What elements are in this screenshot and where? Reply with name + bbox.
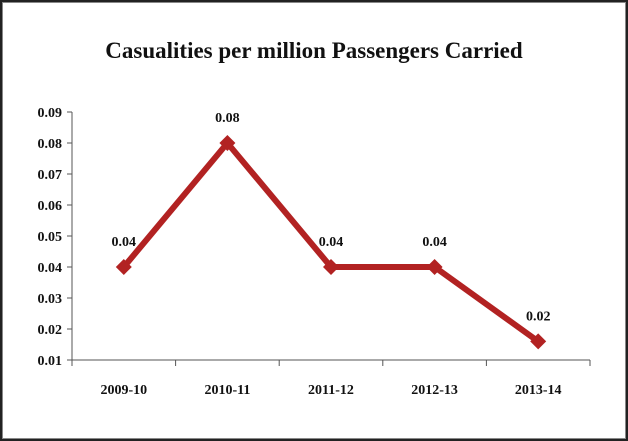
data-point-marker xyxy=(219,135,236,151)
data-label: 0.04 xyxy=(319,235,344,250)
y-tick-label: 0.05 xyxy=(38,230,63,245)
data-labels: 0.04 0.08 0.04 0.04 0.02 xyxy=(112,111,551,324)
x-tick-label: 2012-13 xyxy=(411,383,458,398)
markers xyxy=(115,135,547,350)
data-label: 0.08 xyxy=(215,111,240,126)
y-tick-label: 0.04 xyxy=(38,261,63,276)
data-point-marker xyxy=(426,259,443,275)
x-tick-label: 2013-14 xyxy=(515,383,562,398)
data-point-marker xyxy=(115,259,132,275)
data-point-marker xyxy=(323,259,339,275)
y-tick-label: 0.07 xyxy=(38,168,63,183)
chart-title: Casualities per million Passengers Carri… xyxy=(105,38,523,63)
data-label: 0.02 xyxy=(526,309,551,324)
y-tick-label: 0.09 xyxy=(38,106,63,121)
data-label: 0.04 xyxy=(112,235,137,250)
y-tick-label: 0.08 xyxy=(38,137,63,152)
x-tick-label: 2010-11 xyxy=(204,383,250,398)
x-tick-labels: 2009-10 2010-11 2011-12 2012-13 2013-14 xyxy=(100,383,561,398)
y-tick-labels: 0.01 0.02 0.03 0.04 0.05 0.06 0.07 0.08 0.09 xyxy=(38,106,63,369)
y-tick-label: 0.06 xyxy=(38,199,63,214)
data-point-marker xyxy=(530,333,547,350)
data-label: 0.04 xyxy=(422,235,447,250)
x-tick-label: 2011-12 xyxy=(308,383,354,398)
axes xyxy=(67,111,591,366)
y-tick-label: 0.03 xyxy=(38,292,63,307)
x-tick-label: 2009-10 xyxy=(100,383,147,398)
y-tick-label: 0.02 xyxy=(38,323,63,338)
y-tick-label: 0.01 xyxy=(38,354,63,369)
